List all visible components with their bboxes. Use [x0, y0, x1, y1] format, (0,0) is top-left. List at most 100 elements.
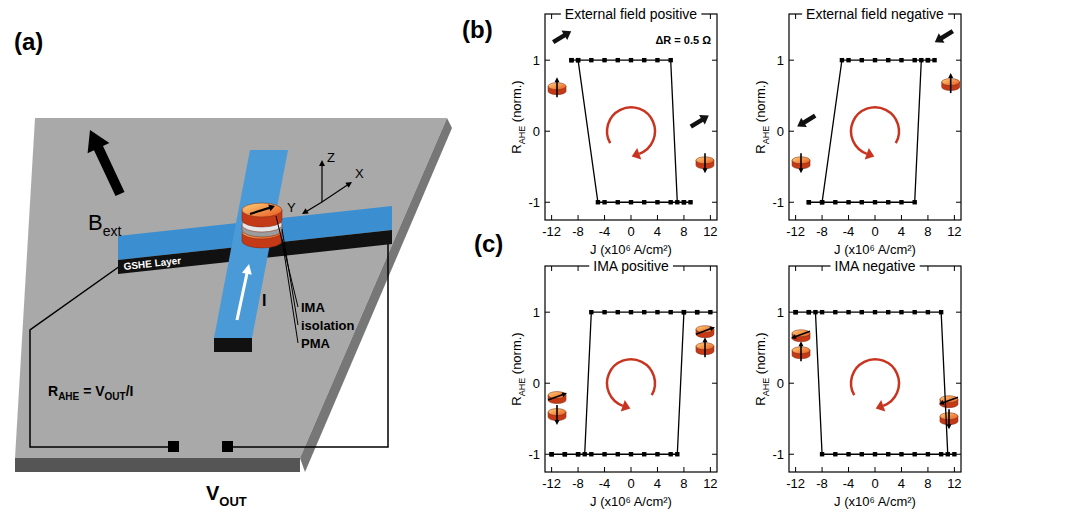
- data-group: [807, 58, 937, 204]
- output-label: VOUT: [206, 482, 247, 509]
- y-tick: [545, 131, 550, 132]
- x-tick: [927, 215, 928, 220]
- stack-label: PMA: [301, 336, 331, 351]
- x-tick-label: 0: [627, 224, 634, 239]
- data-point: [952, 452, 956, 456]
- x-tick: [710, 467, 711, 472]
- x-tick-label: -12: [542, 224, 561, 239]
- data-point: [860, 58, 864, 62]
- axis-arrow: [319, 160, 325, 202]
- y-tick-label: -1: [772, 447, 784, 462]
- icon-disc: [548, 392, 566, 404]
- data-point: [629, 200, 633, 204]
- state-icon: [548, 392, 567, 426]
- icon-arrow: [799, 341, 804, 361]
- x-tick: [954, 467, 955, 472]
- data-point: [655, 200, 659, 204]
- data-point: [807, 200, 811, 204]
- y-tick-label: 0: [533, 376, 540, 391]
- x-tick: [901, 215, 902, 220]
- x-tick-label: -4: [599, 224, 611, 239]
- icon-arrow: [548, 393, 567, 401]
- data-point: [602, 310, 606, 314]
- icon-arrow: [703, 337, 708, 357]
- y-tick-label: -1: [772, 195, 784, 210]
- axis-arrow: [322, 182, 352, 203]
- y-tick: [712, 60, 717, 61]
- x-tick-label: 0: [627, 476, 634, 491]
- data-point: [899, 58, 903, 62]
- data-point: [820, 200, 824, 204]
- y-axis-title: RAHE (norm.): [509, 80, 527, 153]
- icon-disc: [940, 396, 958, 408]
- data-point: [576, 58, 580, 62]
- data-point: [833, 200, 837, 204]
- axis-label: X: [355, 166, 364, 181]
- data-point: [582, 452, 586, 456]
- x-tick-label: -8: [572, 476, 584, 491]
- data-point: [576, 58, 580, 62]
- data-point: [688, 200, 692, 204]
- y-tick-label: 1: [777, 53, 784, 68]
- loop-line: [796, 312, 955, 454]
- x-tick: [551, 14, 552, 19]
- x-tick-label: -12: [786, 476, 805, 491]
- data-point: [589, 452, 593, 456]
- layer-label: GSHE Layer: [123, 255, 182, 272]
- data-point: [912, 200, 916, 204]
- data-point: [846, 310, 850, 314]
- x-tick-label: 12: [947, 476, 961, 491]
- data-point: [576, 452, 580, 456]
- loop-direction-arrow: [851, 359, 899, 406]
- figure: (a)(b)(c)GSHE LayerIIMAisolationPMAZYXBe…: [0, 0, 1068, 519]
- x-tick: [954, 14, 955, 19]
- data-point: [846, 452, 850, 456]
- data-point: [926, 58, 930, 62]
- chart-panel: -12-8-404812-101J (x10⁶ A/cm²)RAHE (norm…: [753, 258, 962, 509]
- ima-layer: [242, 203, 282, 227]
- data-point: [682, 200, 686, 204]
- field-arrow-icon: [690, 115, 709, 128]
- subscript: OUT: [105, 391, 126, 402]
- y-axis-title: RAHE (norm.): [509, 332, 527, 405]
- y-axis-title: RAHE (norm.): [753, 332, 771, 405]
- x-tick-label: 0: [871, 476, 878, 491]
- y-tick: [712, 312, 717, 313]
- data-point: [912, 310, 916, 314]
- title-background: [561, 6, 702, 22]
- gshe-arm-top: [214, 150, 288, 338]
- data-point: [833, 310, 837, 314]
- substrate-front: [15, 458, 300, 472]
- x-tick-label: -4: [843, 476, 855, 491]
- formula: RAHE = VOUT/I: [48, 383, 133, 402]
- data-point: [793, 310, 797, 314]
- y-tick-label: -1: [528, 195, 540, 210]
- y-tick: [712, 454, 717, 455]
- x-tick-label: 8: [680, 224, 687, 239]
- substrate-side: [300, 118, 452, 472]
- x-tick-label: 8: [924, 476, 931, 491]
- y-tick: [545, 60, 550, 61]
- data-point: [655, 310, 659, 314]
- icon-arrow: [696, 327, 715, 335]
- x-tick: [631, 215, 632, 220]
- data-point: [939, 452, 943, 456]
- x-axis-title: J (x10⁶ A/cm²): [834, 494, 916, 509]
- x-tick-label: -4: [843, 224, 855, 239]
- data-point: [813, 310, 817, 314]
- icon-arrow: [555, 77, 560, 97]
- contact-pad: [168, 441, 179, 452]
- disc-top: [242, 203, 282, 217]
- x-tick: [875, 467, 876, 472]
- data-point: [807, 310, 811, 314]
- loop-direction-arrow: [607, 359, 655, 406]
- field-arrow-icon: [797, 114, 816, 127]
- data-point: [946, 452, 950, 456]
- y-tick: [789, 60, 794, 61]
- x-axis-title: J (x10⁶ A/cm²): [590, 494, 672, 509]
- data-point: [629, 58, 633, 62]
- state-icon: [690, 115, 709, 128]
- icon-arrow: [555, 405, 560, 425]
- data-point: [549, 452, 553, 456]
- state-icon: [696, 326, 715, 358]
